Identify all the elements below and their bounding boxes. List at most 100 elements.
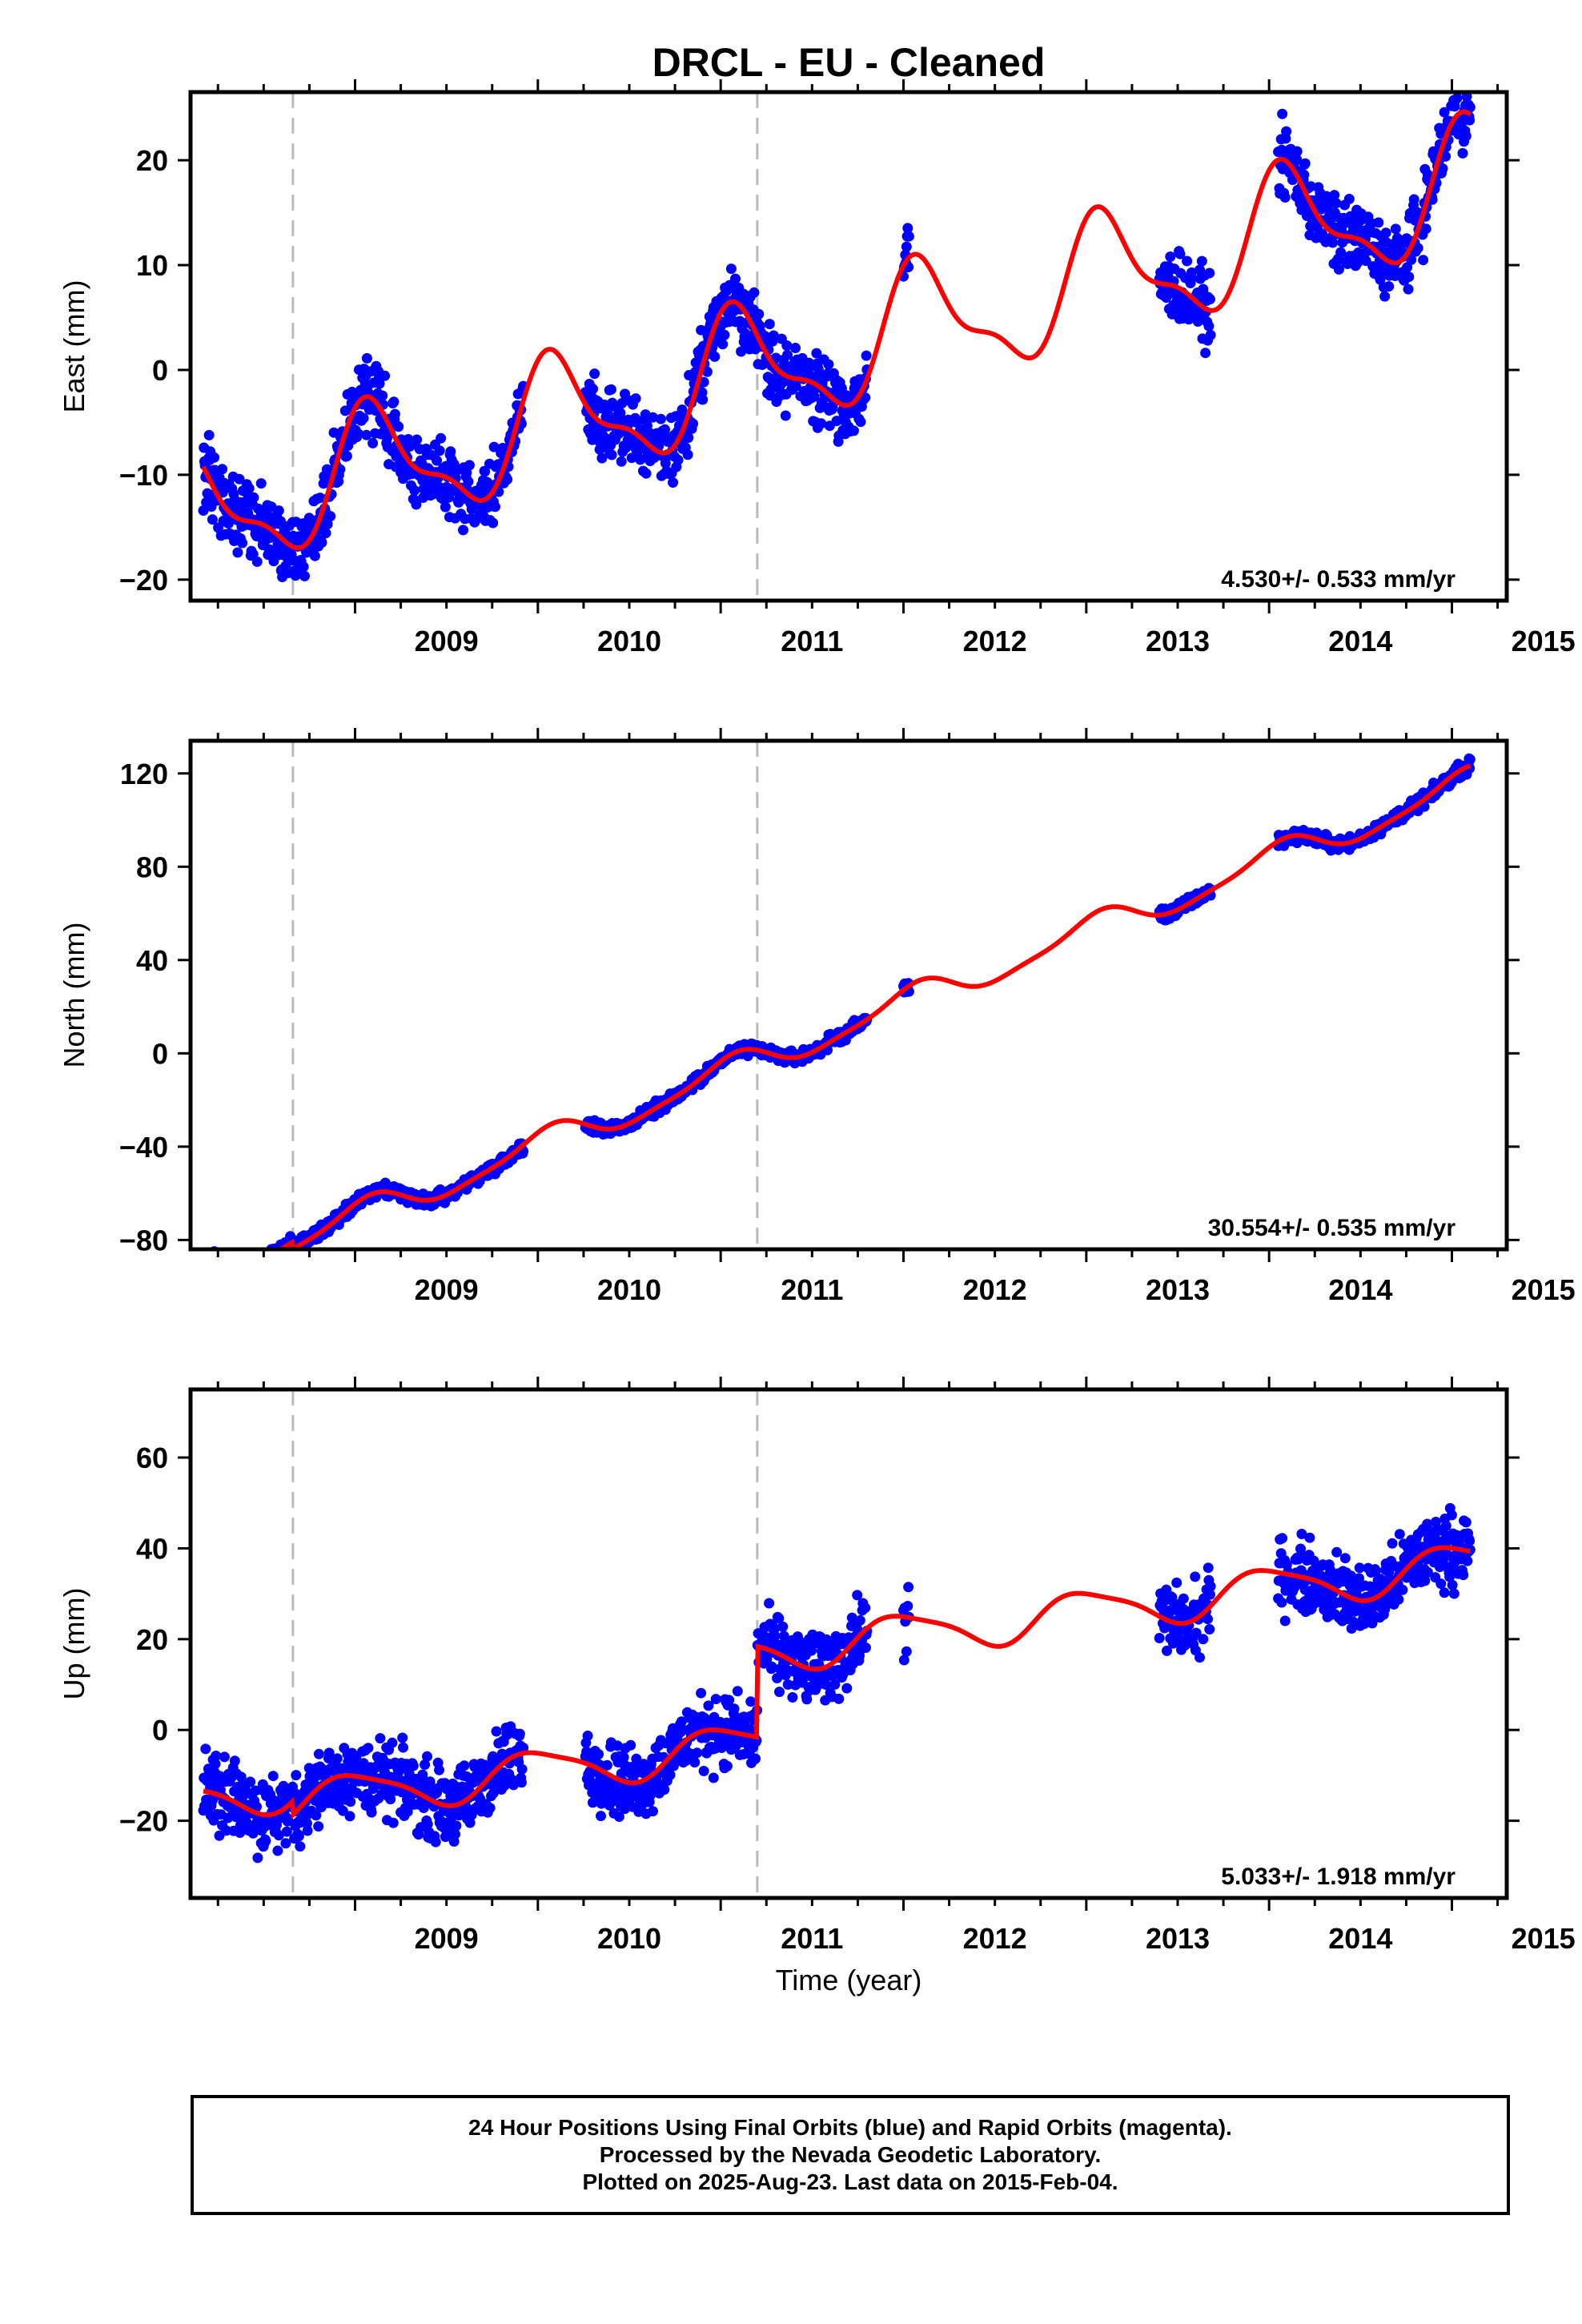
data-point [291, 1770, 302, 1781]
data-point [397, 1732, 408, 1743]
data-point [823, 359, 834, 370]
x-tick-label: 2015 [1512, 625, 1576, 657]
data-point [242, 1259, 252, 1269]
data-point [696, 1687, 707, 1699]
data-point [1186, 267, 1197, 278]
data-point [596, 1811, 606, 1822]
data-point [516, 1763, 528, 1775]
data-point [248, 492, 259, 503]
data-point [1354, 1573, 1364, 1584]
data-point [1277, 108, 1288, 119]
data-point [251, 1259, 261, 1269]
data-point [902, 223, 913, 234]
data-point [1390, 223, 1401, 235]
data-point [852, 1590, 863, 1601]
data-point [249, 1255, 259, 1265]
x-tick-label: 2010 [597, 1273, 661, 1306]
data-point [1279, 192, 1291, 203]
x-axis-label: Time (year) [776, 1964, 922, 1996]
data-point [243, 483, 255, 494]
y-tick-label: 10 [136, 249, 168, 282]
data-point [412, 434, 423, 445]
data-point [313, 1821, 324, 1832]
data-point [209, 452, 220, 463]
data-point [841, 1683, 853, 1694]
data-point [247, 1264, 257, 1274]
data-point [278, 1780, 289, 1791]
data-point [223, 1812, 234, 1823]
data-point [275, 516, 286, 527]
data-point [490, 501, 500, 513]
data-point [245, 1776, 256, 1787]
y-tick-label: 0 [152, 354, 168, 387]
data-point [233, 1255, 243, 1265]
data-point [200, 1253, 211, 1264]
x-tick-label: 2009 [415, 1922, 479, 1955]
data-point [214, 1256, 224, 1267]
data-point [606, 449, 617, 460]
data-point [848, 425, 859, 436]
data-point [224, 1256, 235, 1266]
data-point [1291, 154, 1302, 165]
data-point [268, 1252, 279, 1262]
data-point [231, 1259, 241, 1269]
data-point [252, 1256, 263, 1267]
data-point [252, 1259, 263, 1269]
x-tick-label: 2013 [1146, 1273, 1210, 1306]
data-point [436, 432, 447, 444]
y-axis-label: East (mm) [58, 280, 90, 413]
data-point [217, 1258, 227, 1269]
data-point [311, 1810, 322, 1821]
data-point [588, 384, 598, 395]
data-point [484, 1803, 496, 1814]
data-point [1205, 329, 1216, 340]
data-point [430, 1836, 441, 1848]
data-points [199, 753, 1476, 1274]
data-point [221, 1825, 232, 1836]
data-point [1174, 248, 1186, 259]
data-point [215, 1250, 225, 1261]
data-point [293, 1831, 304, 1842]
model-curve [276, 763, 1472, 1249]
data-point [267, 1771, 279, 1782]
data-point [207, 1253, 217, 1264]
data-point [387, 1817, 399, 1828]
data-point [227, 1260, 237, 1270]
data-point [388, 396, 400, 408]
data-point [226, 1257, 236, 1268]
data-point [272, 1845, 283, 1856]
data-point [1204, 1589, 1215, 1600]
data-point [764, 319, 775, 330]
data-point [458, 525, 468, 536]
data-point [514, 1728, 525, 1739]
data-point [1198, 1634, 1209, 1645]
data-point [228, 1258, 239, 1269]
data-point [692, 1747, 703, 1759]
data-point [618, 1751, 629, 1763]
data-point [1464, 115, 1476, 126]
data-point [829, 1679, 841, 1690]
data-point [1394, 1529, 1405, 1540]
y-tick-label: 20 [136, 1623, 168, 1656]
data-point [676, 1716, 687, 1727]
x-tick-label: 2013 [1146, 625, 1210, 657]
data-point [1403, 283, 1414, 295]
data-point [239, 1262, 249, 1273]
data-point [434, 445, 445, 456]
data-point [801, 1694, 813, 1705]
data-point [1191, 1627, 1202, 1638]
data-point [1457, 147, 1468, 159]
data-point [366, 1807, 377, 1818]
plot-frame [188, 90, 1509, 603]
data-point [205, 1256, 215, 1267]
data-point [782, 349, 793, 360]
chart-title: DRCL - EU - Cleaned [652, 40, 1046, 85]
data-point [516, 1777, 527, 1788]
data-point [216, 1258, 227, 1269]
x-tick-label: 2010 [597, 1922, 661, 1955]
data-point [398, 1742, 408, 1753]
data-point [854, 1614, 865, 1626]
y-tick-label: −20 [119, 564, 168, 597]
data-point [768, 330, 779, 341]
y-tick-label: 40 [136, 944, 168, 977]
